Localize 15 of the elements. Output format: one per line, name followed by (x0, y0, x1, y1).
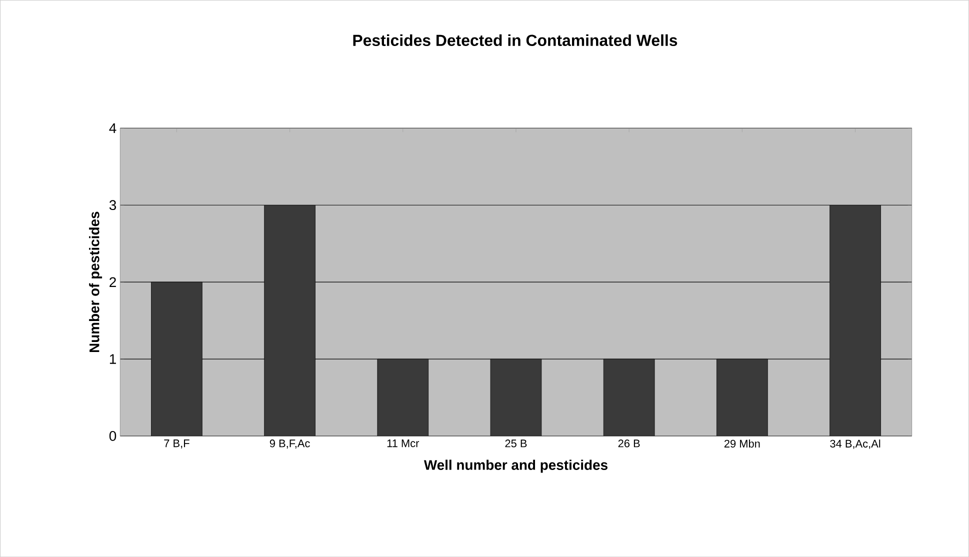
y-tick-label: 0 (109, 430, 116, 441)
x-tick-label: 34 B,Ac,Al (830, 439, 880, 449)
chart-title: Pesticides Detected in Contaminated Wells (353, 34, 678, 46)
x-tick-label: 25 B (505, 439, 527, 448)
x-tick-label: 7 B,F (164, 439, 190, 448)
x-tick-label: 26 B (618, 439, 640, 448)
y-tick-label: 4 (109, 123, 116, 133)
x-tick-label: 9 B,F,Ac (270, 439, 310, 449)
x-tick-label: 29 Mbn (724, 439, 760, 448)
x-tick-label: 11 Mcr (387, 439, 420, 448)
y-tick-label: 1 (110, 354, 116, 364)
y-tick-label: 3 (109, 200, 116, 210)
y-axis-title: Number of pesticides (89, 212, 102, 352)
y-tick-label: 2 (110, 277, 116, 287)
x-axis-title: Well number and pesticides (424, 460, 608, 473)
